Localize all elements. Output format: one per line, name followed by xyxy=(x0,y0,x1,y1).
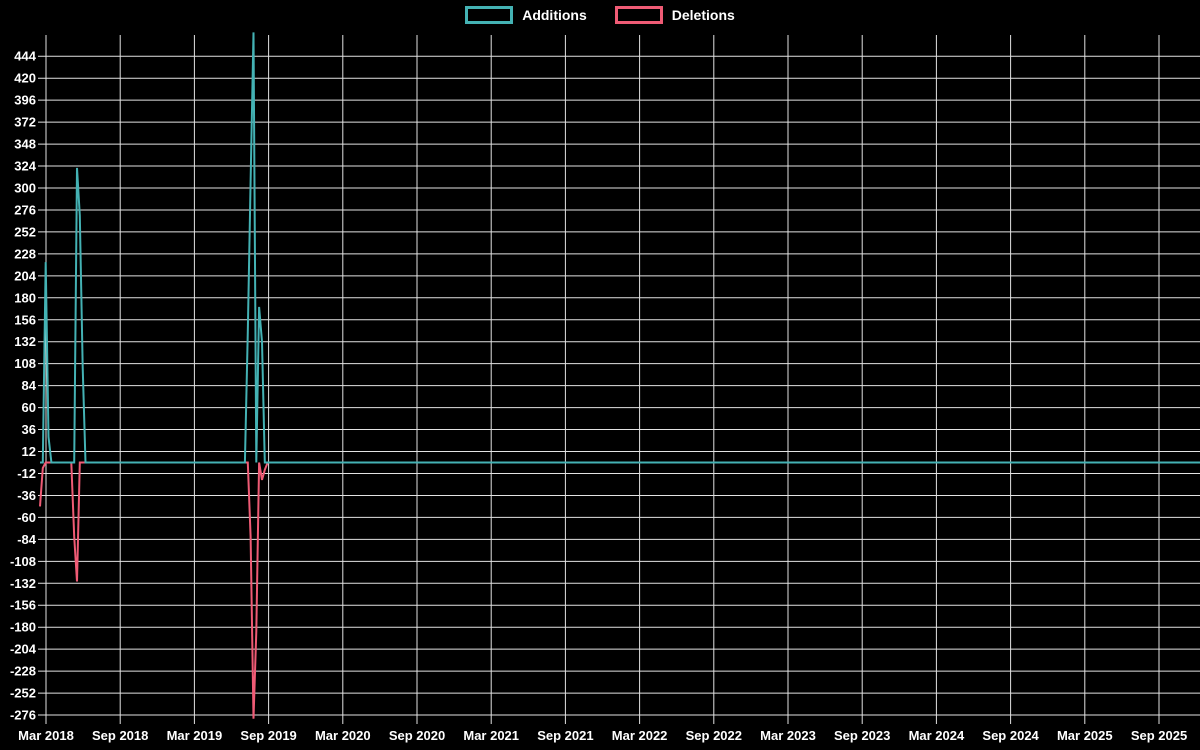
legend-item-deletions[interactable]: Deletions xyxy=(614,6,735,24)
x-tick-label: Sep 2021 xyxy=(537,728,593,743)
x-tick-label: Sep 2023 xyxy=(834,728,890,743)
chart-legend: Additions Deletions xyxy=(0,6,1200,24)
x-tick-label: Mar 2023 xyxy=(760,728,816,743)
y-tick-label: -204 xyxy=(10,642,37,657)
y-tick-label: 444 xyxy=(14,49,36,64)
y-tick-label: -12 xyxy=(17,466,36,481)
y-tick-label: 252 xyxy=(14,224,36,239)
x-tick-label: Sep 2020 xyxy=(389,728,445,743)
y-tick-label: 420 xyxy=(14,71,36,86)
series-line-additions xyxy=(40,32,1200,464)
y-tick-label: 348 xyxy=(14,137,36,152)
y-tick-label: 204 xyxy=(14,268,36,283)
y-tick-label: -84 xyxy=(17,532,37,547)
x-tick-label: Mar 2021 xyxy=(463,728,519,743)
legend-label: Additions xyxy=(522,7,587,23)
y-tick-label: 156 xyxy=(14,312,36,327)
y-tick-label: -156 xyxy=(10,598,36,613)
y-tick-label: 300 xyxy=(14,181,36,196)
y-tick-label: -36 xyxy=(17,488,36,503)
series-line-deletions xyxy=(39,461,1200,719)
y-tick-label: -276 xyxy=(10,708,36,723)
y-tick-label: 180 xyxy=(14,290,36,305)
x-tick-label: Mar 2022 xyxy=(612,728,668,743)
y-tick-label: 12 xyxy=(22,444,36,459)
legend-swatch-deletions xyxy=(614,6,663,24)
x-tick-label: Sep 2024 xyxy=(982,728,1039,743)
x-tick-label: Sep 2025 xyxy=(1131,728,1187,743)
y-tick-label: 108 xyxy=(14,356,36,371)
x-tick-label: Mar 2019 xyxy=(167,728,223,743)
y-tick-label: 36 xyxy=(22,422,36,437)
y-tick-label: -108 xyxy=(10,554,36,569)
x-tick-label: Sep 2022 xyxy=(686,728,742,743)
y-tick-label: -252 xyxy=(10,686,36,701)
y-tick-label: 228 xyxy=(14,246,36,261)
x-tick-label: Mar 2025 xyxy=(1057,728,1113,743)
y-tick-label: 372 xyxy=(14,115,36,130)
y-tick-label: -132 xyxy=(10,576,36,591)
x-tick-label: Sep 2019 xyxy=(240,728,296,743)
y-tick-label: -228 xyxy=(10,664,36,679)
y-tick-label: 84 xyxy=(22,378,37,393)
legend-swatch-additions xyxy=(465,6,514,24)
y-tick-label: 132 xyxy=(14,334,36,349)
x-tick-label: Mar 2020 xyxy=(315,728,371,743)
legend-label: Deletions xyxy=(671,7,735,23)
y-tick-label: -180 xyxy=(10,620,36,635)
y-tick-label: 276 xyxy=(14,202,36,217)
x-tick-label: Sep 2018 xyxy=(92,728,148,743)
x-tick-label: Mar 2024 xyxy=(909,728,965,743)
y-tick-label: 60 xyxy=(22,400,36,415)
legend-item-additions[interactable]: Additions xyxy=(465,6,587,24)
y-tick-label: 324 xyxy=(14,159,36,174)
x-tick-label: Mar 2018 xyxy=(18,728,74,743)
y-tick-label: 396 xyxy=(14,93,36,108)
y-tick-label: -60 xyxy=(17,510,36,525)
